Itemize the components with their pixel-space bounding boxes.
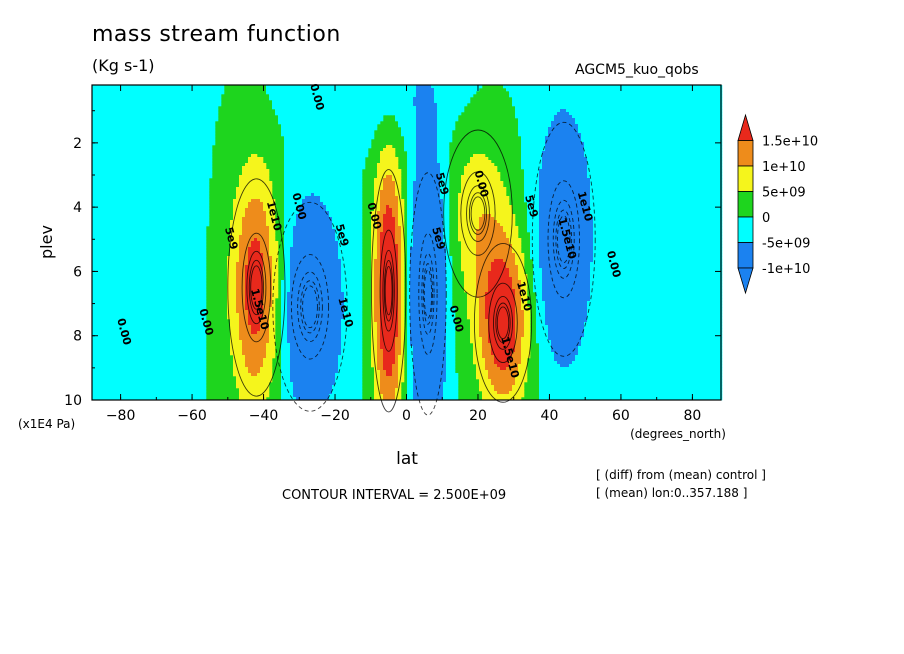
colorbar-swatch xyxy=(738,192,753,218)
y-tick-label: 10 xyxy=(64,393,82,409)
diff-note: [ (diff) from (mean) control ] xyxy=(596,468,766,482)
colorbar-label: -5e+09 xyxy=(762,237,810,252)
colorbar: 1.5e+10 1e+10 5e+09 0 -5e+09 -1e+10 xyxy=(738,115,818,293)
x-tick-label: 20 xyxy=(469,408,487,424)
colorbar-swatch xyxy=(738,217,753,243)
x-tick-label: 40 xyxy=(541,408,559,424)
x-tick-label: 80 xyxy=(683,408,701,424)
y-tick-label: 6 xyxy=(73,264,82,280)
y-tick-label: 8 xyxy=(73,329,82,345)
colorbar-label: 5e+09 xyxy=(762,186,806,201)
x-tick-label: −60 xyxy=(177,408,207,424)
x-axis-label: lat xyxy=(396,449,418,469)
contour-fill xyxy=(92,85,722,400)
contour-interval: CONTOUR INTERVAL = 2.500E+09 xyxy=(282,488,506,503)
colorbar-swatch xyxy=(738,243,753,269)
x-axis-units: (degrees_north) xyxy=(630,427,726,441)
colorbar-label: -1e+10 xyxy=(762,262,810,277)
colorbar-label: 1.5e+10 xyxy=(762,135,818,150)
colorbar-swatch xyxy=(738,166,753,192)
x-tick-label: 0 xyxy=(402,408,411,424)
colorbar-swatch xyxy=(738,141,753,167)
y-tick-label: 2 xyxy=(73,136,82,152)
x-tick-label: −40 xyxy=(249,408,279,424)
colorbar-label: 1e+10 xyxy=(762,160,806,175)
colorbar-swatch xyxy=(738,115,753,141)
y-axis-units: (x1E4 Pa) xyxy=(18,417,75,431)
x-tick-label: 60 xyxy=(612,408,630,424)
colorbar-label: 0 xyxy=(762,211,770,226)
y-axis-label: plev xyxy=(37,225,56,259)
colorbar-swatch xyxy=(738,268,753,293)
x-tick-label: −20 xyxy=(320,408,350,424)
x-tick-label: −80 xyxy=(106,408,136,424)
y-tick-label: 4 xyxy=(73,200,82,216)
mean-note: [ (mean) lon:0..357.188 ] xyxy=(596,486,747,500)
